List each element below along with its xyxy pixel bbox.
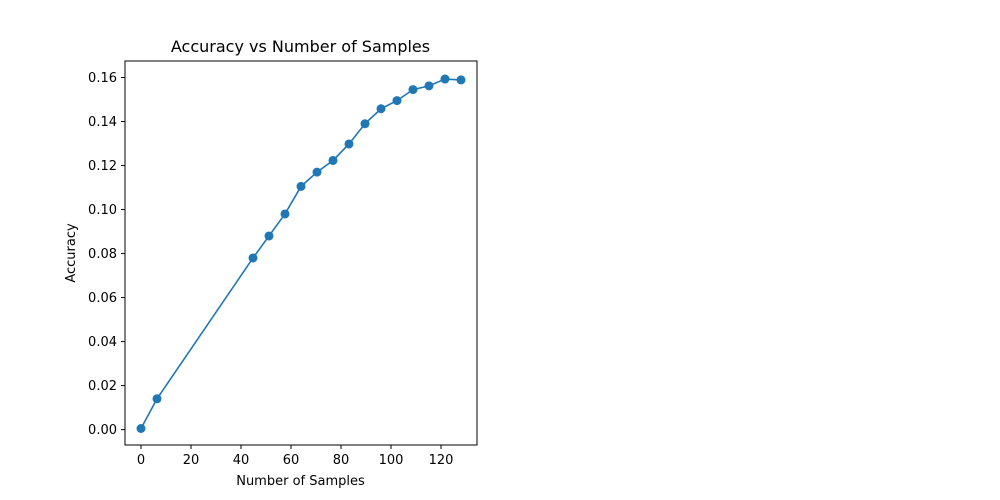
y-tick-label: 0.12 <box>88 159 117 174</box>
data-point <box>296 181 306 191</box>
x-axis-title: Number of Samples <box>236 474 365 489</box>
y-tick-label: 0.00 <box>88 423 117 438</box>
data-point <box>392 96 402 106</box>
y-tick-label: 0.08 <box>88 247 117 262</box>
data-point <box>328 155 338 165</box>
data-point <box>312 167 322 177</box>
axes-frame <box>124 60 478 446</box>
y-axis-title: Accuracy <box>64 223 79 283</box>
series-line <box>140 78 462 429</box>
y-tick-label: 0.10 <box>88 203 117 218</box>
y-tick-label: 0.16 <box>88 71 117 86</box>
y-tick-label: 0.02 <box>88 379 117 394</box>
data-point <box>376 104 386 114</box>
x-tick-label: 60 <box>283 453 300 468</box>
x-tick-label: 0 <box>137 453 145 468</box>
x-tick-label: 100 <box>379 453 404 468</box>
data-point <box>456 75 466 85</box>
data-point <box>248 253 258 263</box>
chart-title: Accuracy vs Number of Samples <box>171 37 430 56</box>
data-point <box>440 74 450 84</box>
data-point <box>424 81 434 91</box>
data-point <box>136 423 146 433</box>
plot-area: 0 20 40 60 80 100 120 0.00 0.02 0.04 0.06 0.08 0.10 0… <box>88 60 478 468</box>
data-point <box>152 394 162 404</box>
x-tick-label: 40 <box>233 453 250 468</box>
data-point <box>408 85 418 95</box>
data-point <box>360 119 370 129</box>
data-point <box>344 139 354 149</box>
data-point <box>264 231 274 241</box>
x-tick-label: 120 <box>429 453 454 468</box>
x-tick-label: 80 <box>333 453 350 468</box>
y-tick-label: 0.04 <box>88 335 117 350</box>
y-tick-label: 0.06 <box>88 291 117 306</box>
data-point <box>280 209 290 219</box>
y-tick-label: 0.14 <box>88 115 117 130</box>
x-tick-label: 20 <box>183 453 200 468</box>
